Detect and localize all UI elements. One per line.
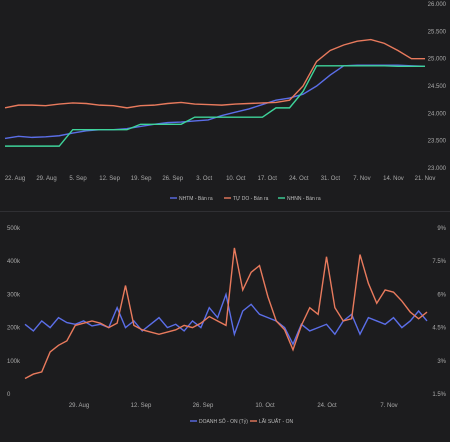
x-tick-label: 7. Nov [380,403,397,409]
x-tick-label: 24. Oct [317,403,337,409]
x-tick-label: 26. Sep [193,403,214,409]
y-tick-label: 24.500 [428,84,447,90]
x-tick-label: 22. Aug [5,176,25,182]
x-tick-label: 24. Oct [289,176,309,182]
series-line [4,64,426,140]
y-left-tick-label: 200k [7,326,21,332]
legend-label: DOANH SỐ - ON (Tỷ) [199,418,248,425]
y-left-tick-label: 400k [7,259,21,265]
y-left-tick-label: 0 [7,392,11,398]
series-line [24,247,428,380]
y-right-tick-label: 6% [437,292,446,298]
series-line [24,291,428,346]
y-tick-label: 23.000 [428,166,447,172]
y-right-tick-label: 7.5% [432,259,446,265]
x-tick-label: 7. Nov [353,176,370,182]
x-tick-label: 31. Oct [321,176,341,182]
x-tick-label: 10. Oct [226,176,246,182]
y-tick-label: 25.000 [428,57,447,63]
y-right-tick-label: 1.5% [432,392,446,398]
legend-label: LÃI SUẤT - ON [259,418,293,425]
interbank-chart: 0 100k 200k 300k 400k 500k 1.5% 3% 4.5% 6% 7.5% 9% 2… [7,226,447,425]
x-tick-label: 29. Aug [69,403,89,409]
legend-label: NHNN - Bán ra [287,196,321,202]
x-tick-label: 3. Oct [196,176,212,182]
y-right-tick-label: 3% [437,359,446,365]
x-tick-label: 21. Nov [415,176,436,182]
y-left-tick-label: 300k [7,292,21,298]
x-tick-label: 19. Sep [131,176,152,182]
bottom-chart: 0 100k 200k 300k 400k 500k 1.5% 3% 4.5% 6% 7.5% 9% 2… [0,213,450,437]
exchange-rate-chart: 23.000 23.500 24.000 24.500 25.000 25.500 26.0… [4,2,447,202]
y-tick-label: 24.000 [428,111,447,117]
series-line [4,38,425,109]
y-left-tick-label: 500k [7,226,21,232]
x-tick-label: 29. Aug [36,176,56,182]
y-right-tick-label: 9% [437,226,446,232]
y-tick-label: 23.500 [428,139,447,145]
x-tick-label: 12. Sep [99,176,120,182]
top-chart: 23.000 23.500 24.000 24.500 25.000 25.500 26.0… [0,0,450,210]
x-tick-label: 17. Oct [258,176,278,182]
legend-label: NHTM - Bán ra [179,196,213,202]
y-right-tick-label: 4.5% [432,326,446,332]
x-tick-label: 12. Sep [131,403,152,409]
series-line [5,65,425,147]
legend-label: TỰ DO - Bán ra [233,196,269,202]
x-tick-label: 14. Nov [383,176,404,182]
chart-divider [0,211,450,212]
y-left-tick-label: 100k [7,359,21,365]
y-tick-label: 25.500 [428,29,447,35]
x-tick-label: 26. Sep [162,176,183,182]
x-tick-label: 5. Sep [69,176,87,182]
y-tick-label: 26.000 [428,2,447,8]
x-tick-label: 10. Oct [255,403,275,409]
